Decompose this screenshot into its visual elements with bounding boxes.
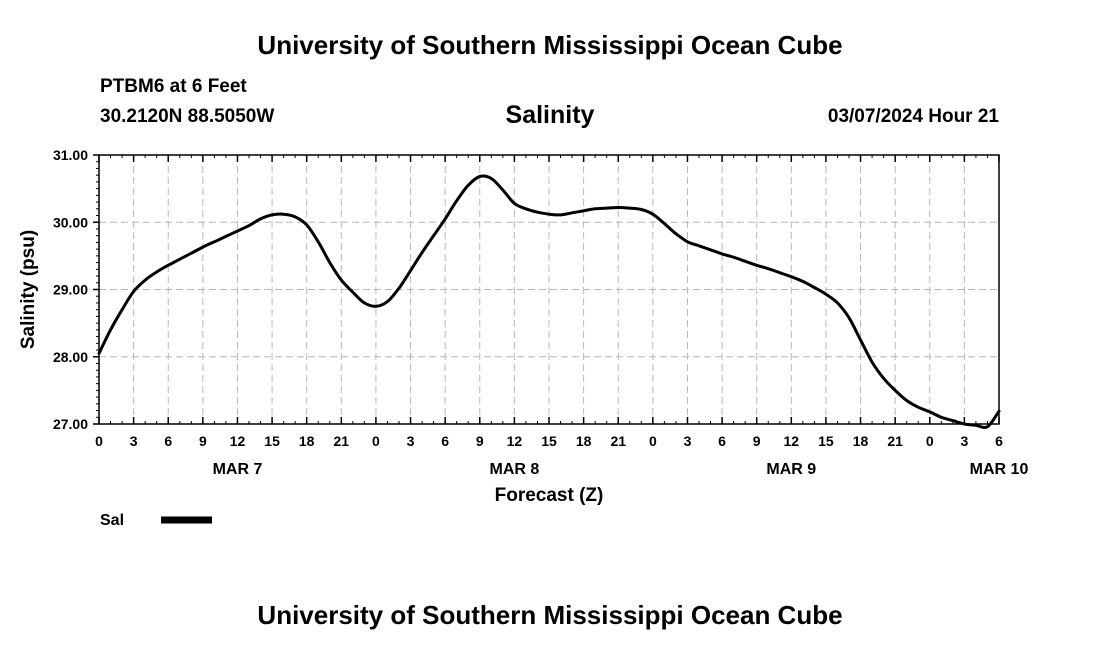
axis-labels: 0 3 6 9 12 15 18 21 0 3 6 9 12 15 18 21 0 3 6 9 12 15 18 21 0 3 6 2…	[18, 147, 1028, 506]
x-tick-label: 9	[753, 433, 761, 449]
y-tick-label: 28.00	[53, 349, 88, 365]
x-tick-label: 18	[299, 433, 315, 449]
day-label: MAR 9	[766, 461, 816, 478]
x-tick-label: 21	[887, 433, 903, 449]
y-axis-label: Salinity (psu)	[18, 230, 39, 349]
x-tick-label: 6	[441, 433, 449, 449]
x-axis-label: Forecast (Z)	[495, 485, 604, 506]
x-tick-label: 3	[407, 433, 415, 449]
chart-subtitle: Salinity	[505, 101, 595, 129]
x-tick-label: 0	[95, 433, 103, 449]
y-tick-label: 31.00	[53, 147, 88, 163]
x-tick-label: 6	[718, 433, 726, 449]
y-tick-label: 29.00	[53, 282, 88, 298]
datetime-label: 03/07/2024 Hour 21	[827, 106, 999, 127]
footer-title: University of Southern Mississippi Ocean…	[257, 600, 843, 630]
x-tick-label: 0	[926, 433, 934, 449]
legend: Sal	[100, 512, 212, 529]
series-line-sal	[97, 174, 1001, 430]
x-tick-label: 9	[476, 433, 484, 449]
y-tick-label: 30.00	[53, 214, 88, 230]
x-tick-label: 6	[995, 433, 1003, 449]
x-tick-label: 15	[818, 433, 834, 449]
x-tick-label: 6	[164, 433, 172, 449]
x-tick-label: 9	[199, 433, 207, 449]
x-tick-label: 0	[372, 433, 380, 449]
x-tick-label: 12	[784, 433, 800, 449]
chart-title: University of Southern Mississippi Ocean…	[257, 30, 843, 60]
x-tick-label: 3	[684, 433, 692, 449]
x-tick-label: 15	[541, 433, 557, 449]
x-tick-label: 0	[649, 433, 657, 449]
x-tick-label: 21	[334, 433, 350, 449]
y-tick-label: 27.00	[53, 416, 88, 432]
x-tick-label: 21	[610, 433, 626, 449]
station-label: PTBM6 at 6 Feet	[100, 76, 247, 97]
x-tick-label: 18	[853, 433, 869, 449]
x-tick-label: 3	[130, 433, 138, 449]
x-tick-label: 12	[507, 433, 523, 449]
day-label: MAR 7	[213, 461, 263, 478]
x-tick-label: 12	[230, 433, 246, 449]
axis-ticks	[93, 154, 1000, 425]
legend-label-sal: Sal	[100, 512, 124, 529]
day-label: MAR 10	[970, 461, 1029, 478]
x-tick-label: 3	[960, 433, 968, 449]
grid	[99, 155, 999, 424]
location-label: 30.2120N 88.5050W	[100, 106, 275, 127]
x-tick-label: 15	[264, 433, 280, 449]
day-label: MAR 8	[489, 461, 539, 478]
x-tick-label: 18	[576, 433, 592, 449]
